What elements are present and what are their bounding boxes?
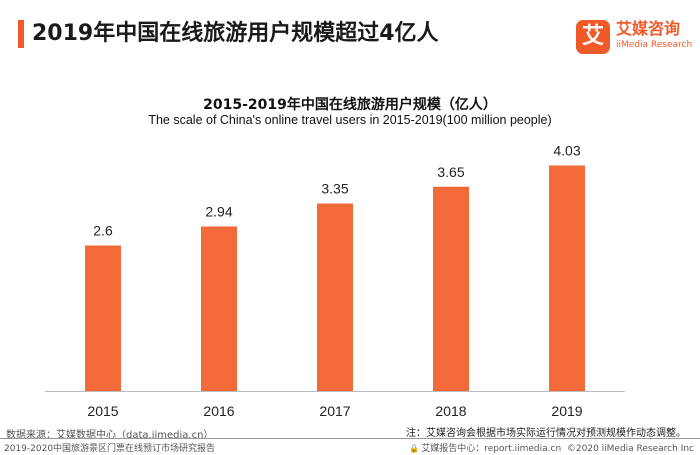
x-tick-2019: 2019 (551, 403, 582, 419)
footer-credits: 🔒 艾媒报告中心：report.iimedia.cn ©2020 iiMedia … (409, 441, 694, 454)
bar-2015 (85, 245, 121, 391)
report-name: 2019-2020中国旅游景区门票在线预订市场研究报告 (4, 444, 216, 454)
chart-note: 注：艾媒咨询会根据市场实际运行情况对预测规模作动态调整。 (406, 428, 686, 439)
value-label-2018: 3.65 (437, 164, 464, 180)
bar-2016 (201, 226, 237, 391)
value-label-2016: 2.94 (205, 203, 232, 219)
value-label-2019: 4.03 (553, 142, 580, 158)
footer-divider (0, 438, 700, 439)
chart-subtitle: The scale of China's online travel users… (148, 113, 552, 127)
lock-icon: 🔒 (409, 444, 420, 453)
bar-2018 (433, 186, 469, 391)
x-tick-2015: 2015 (87, 403, 118, 419)
data-source: 数据来源：艾媒数据中心（data.iimedia.cn） (6, 430, 214, 441)
value-label-2015: 2.6 (93, 223, 113, 239)
x-tick-2016: 2016 (203, 403, 234, 419)
logo-name-cn: 艾媒咨询 (616, 19, 681, 38)
bar-2019 (549, 165, 585, 391)
logo-mark-icon: 艾 (576, 20, 610, 54)
iimedia-logo: 艾 艾媒咨询 iiMedia Research (576, 19, 692, 54)
x-tick-2018: 2018 (435, 403, 466, 419)
x-tick-2017: 2017 (319, 403, 350, 419)
logo-name-en: iiMedia Research (616, 40, 693, 50)
copyright: ©2020 iiMedia Research Inc (566, 444, 694, 454)
bar-2017 (317, 203, 353, 391)
page-title: 2019年中国在线旅游用户规模超过4亿人 (32, 21, 439, 46)
report-site: 艾媒报告中心：report.iimedia.cn (421, 444, 562, 454)
value-label-2017: 3.35 (321, 181, 348, 197)
header-accent-bar (18, 20, 24, 48)
chart-title: 2015-2019年中国在线旅游用户规模（亿人） (203, 97, 497, 113)
